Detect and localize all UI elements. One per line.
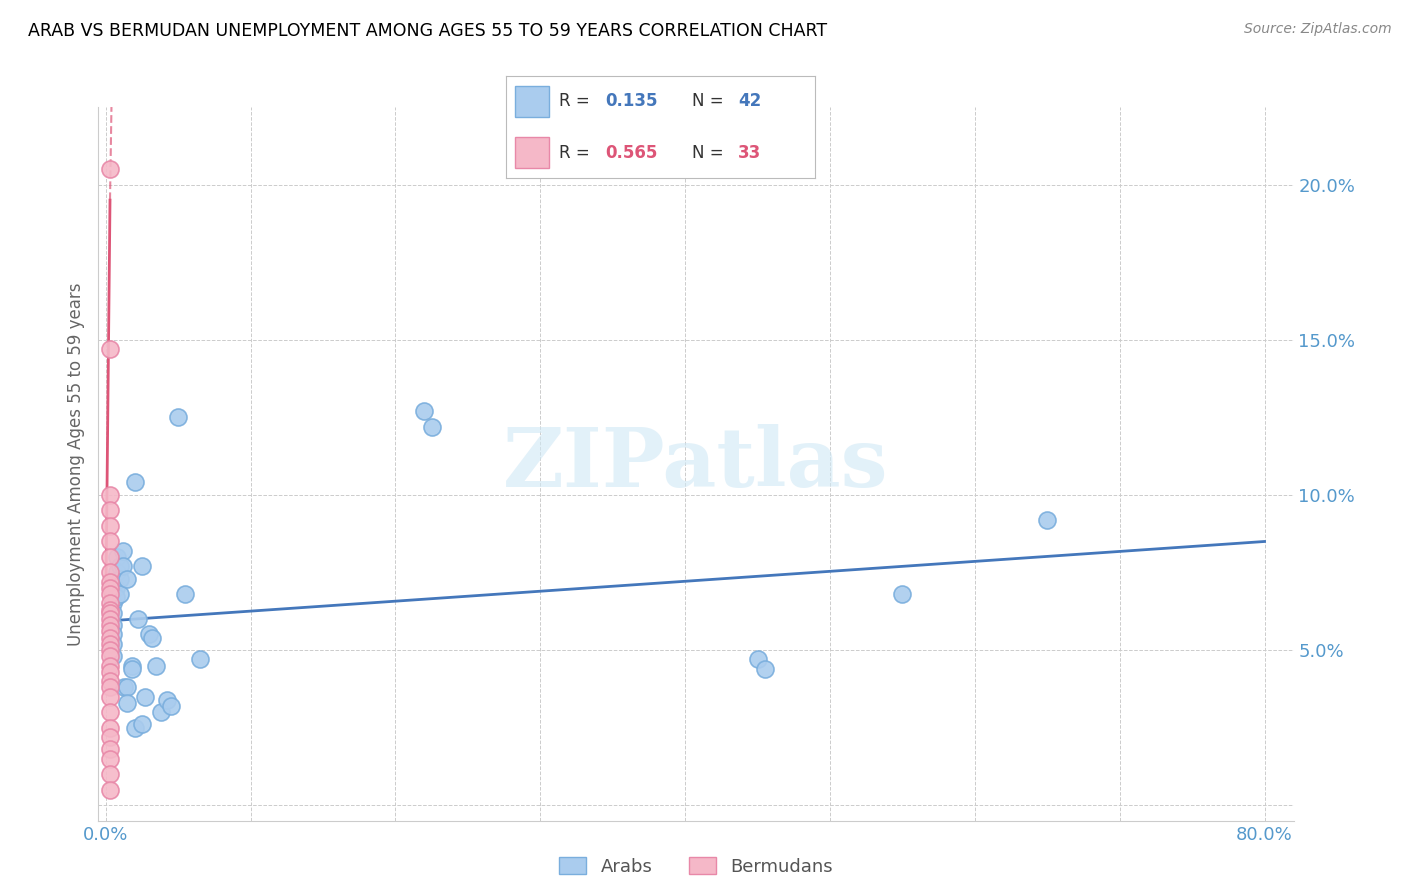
Point xyxy=(98,606,121,620)
Point xyxy=(98,488,121,502)
Bar xyxy=(516,87,550,117)
Point xyxy=(98,534,121,549)
Point xyxy=(117,696,139,710)
Point xyxy=(98,673,121,688)
Point xyxy=(98,612,121,626)
Point xyxy=(98,162,121,177)
Point xyxy=(134,690,156,704)
Point xyxy=(141,631,163,645)
Point xyxy=(104,591,127,605)
Point xyxy=(98,566,121,580)
Text: R =: R = xyxy=(558,93,589,111)
Point xyxy=(98,587,121,601)
Point xyxy=(188,652,211,666)
Point xyxy=(754,662,776,676)
Text: 33: 33 xyxy=(738,144,762,161)
Point xyxy=(108,559,131,574)
Point xyxy=(891,587,914,601)
Point xyxy=(105,566,128,580)
Point xyxy=(98,637,121,651)
Point xyxy=(114,680,136,694)
Point xyxy=(101,649,124,664)
Point xyxy=(138,627,160,641)
Text: R =: R = xyxy=(558,144,589,161)
Point xyxy=(124,475,146,490)
Text: N =: N = xyxy=(692,144,723,161)
Point xyxy=(121,662,143,676)
Point xyxy=(98,602,121,616)
Text: ZIPatlas: ZIPatlas xyxy=(503,424,889,504)
Point xyxy=(98,721,121,735)
Point xyxy=(413,404,436,418)
Point xyxy=(98,624,121,639)
Point xyxy=(145,658,167,673)
Point xyxy=(167,410,190,425)
Text: ARAB VS BERMUDAN UNEMPLOYMENT AMONG AGES 55 TO 59 YEARS CORRELATION CHART: ARAB VS BERMUDAN UNEMPLOYMENT AMONG AGES… xyxy=(28,22,827,40)
Point xyxy=(121,658,143,673)
Point xyxy=(98,649,121,664)
Point xyxy=(98,665,121,679)
Point xyxy=(101,637,124,651)
Point xyxy=(98,503,121,517)
Point xyxy=(149,705,172,719)
Point xyxy=(98,618,121,632)
Point xyxy=(98,597,121,611)
Point xyxy=(155,692,177,706)
Point xyxy=(98,680,121,694)
Point xyxy=(98,658,121,673)
Text: 42: 42 xyxy=(738,93,762,111)
Point xyxy=(174,587,197,601)
Bar xyxy=(516,137,550,168)
Point xyxy=(98,690,121,704)
Point xyxy=(160,698,183,713)
Text: 0.135: 0.135 xyxy=(605,93,658,111)
Point xyxy=(98,574,121,589)
Point xyxy=(98,742,121,756)
Point xyxy=(98,631,121,645)
Point xyxy=(131,717,153,731)
Point xyxy=(117,680,139,694)
Point xyxy=(420,419,443,434)
Point xyxy=(127,612,149,626)
Point xyxy=(98,767,121,781)
Point xyxy=(98,519,121,533)
Point xyxy=(112,543,135,558)
Point xyxy=(124,721,146,735)
Point xyxy=(112,559,135,574)
Point xyxy=(117,572,139,586)
Point xyxy=(98,581,121,595)
Point xyxy=(108,587,131,601)
Text: Source: ZipAtlas.com: Source: ZipAtlas.com xyxy=(1244,22,1392,37)
Text: 0.565: 0.565 xyxy=(605,144,658,161)
Point xyxy=(101,606,124,620)
Point xyxy=(101,597,124,611)
Point xyxy=(108,572,131,586)
Point xyxy=(98,342,121,356)
Point xyxy=(105,549,128,564)
Point xyxy=(98,730,121,744)
Point xyxy=(98,643,121,657)
Y-axis label: Unemployment Among Ages 55 to 59 years: Unemployment Among Ages 55 to 59 years xyxy=(66,282,84,646)
Point xyxy=(1036,513,1059,527)
Text: N =: N = xyxy=(692,93,723,111)
Legend: Arabs, Bermudans: Arabs, Bermudans xyxy=(553,850,839,883)
Point xyxy=(98,705,121,719)
Point xyxy=(98,549,121,564)
Point xyxy=(98,751,121,765)
Point xyxy=(131,559,153,574)
Point xyxy=(101,627,124,641)
Point xyxy=(101,618,124,632)
Point xyxy=(98,782,121,797)
Point xyxy=(747,652,769,666)
Point xyxy=(104,581,127,595)
